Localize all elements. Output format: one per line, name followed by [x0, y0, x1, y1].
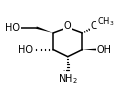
- Polygon shape: [82, 49, 97, 51]
- Text: OH: OH: [96, 44, 111, 55]
- Text: NH$_2$: NH$_2$: [58, 72, 78, 86]
- Text: O: O: [64, 21, 72, 31]
- Text: HO: HO: [18, 44, 33, 55]
- Text: HO: HO: [5, 23, 20, 33]
- Polygon shape: [36, 26, 53, 33]
- Text: ··: ··: [63, 69, 66, 74]
- Text: O: O: [91, 21, 98, 31]
- Text: CH$_3$: CH$_3$: [97, 15, 114, 28]
